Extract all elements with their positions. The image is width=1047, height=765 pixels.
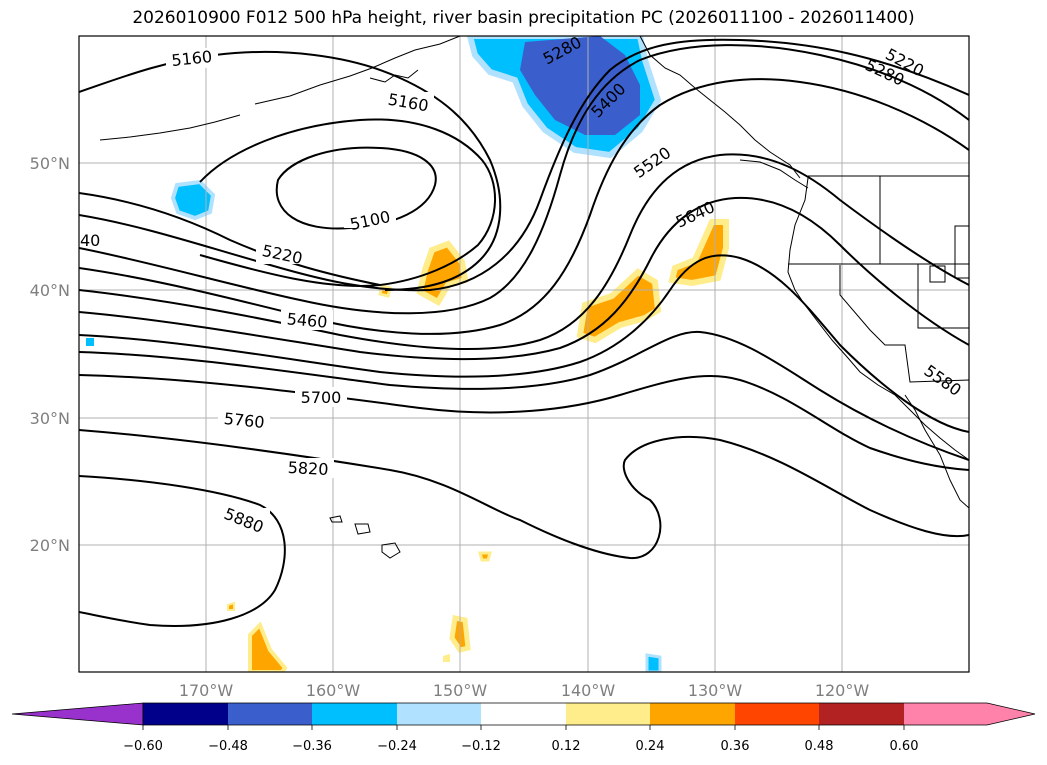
positive-anomaly-5 <box>248 621 288 672</box>
colorbar-bin <box>481 703 566 725</box>
contour-label: 40 <box>80 231 100 250</box>
lon-label: 130°W <box>688 681 743 700</box>
colorbar-tick-label: 0.24 <box>636 739 665 754</box>
negative-anomaly-small-1 <box>170 179 216 221</box>
colorbar-tick-label: 0.36 <box>721 739 750 754</box>
colorbar-bin <box>566 703 650 725</box>
coastlines <box>99 36 969 559</box>
positive-anomaly-4 <box>668 219 729 287</box>
colorbar-bin <box>312 703 397 725</box>
colorbar-tick-label: −0.24 <box>377 739 417 754</box>
positive-anomaly-8 <box>227 601 235 611</box>
colorbar-bin <box>735 703 819 725</box>
lat-label: 50°N <box>30 154 70 173</box>
map-frame <box>78 35 970 673</box>
precip-shading <box>86 36 729 672</box>
negative-anomaly-small-2 <box>86 338 94 346</box>
contour-label: 5700 <box>301 388 342 407</box>
colorbar-high-extend <box>904 703 1035 725</box>
lon-label: 150°W <box>433 681 488 700</box>
contour-label: 5820 <box>287 458 329 479</box>
positive-anomaly-7 <box>478 551 492 562</box>
strong-negative-anomaly <box>520 36 640 135</box>
colorbar-ticks <box>142 725 905 730</box>
lon-axis-labels: 170°W 160°W 150°W 140°W 130°W 120°W <box>179 681 870 700</box>
positive-anomaly-9 <box>443 654 450 662</box>
positive-anomaly-1 <box>416 240 469 307</box>
contour-label: 5160 <box>171 47 213 70</box>
lat-axis-labels: 50°N 40°N 30°N 20°N <box>30 154 70 555</box>
map-panel <box>79 36 969 672</box>
map-title: 2026010900 F012 500 hPa height, river ba… <box>132 8 915 28</box>
colorbar-bin <box>397 703 481 725</box>
lon-label: 120°W <box>815 681 870 700</box>
contour-label: 5760 <box>223 409 265 432</box>
lat-label: 20°N <box>30 536 70 555</box>
colorbar-tick-label: −0.36 <box>292 739 332 754</box>
colorbar-tick-label: −0.48 <box>208 739 248 754</box>
lon-label: 170°W <box>179 681 234 700</box>
colorbar-tick-label: 0.48 <box>805 739 834 754</box>
negative-anomaly-small-3 <box>645 653 662 672</box>
lat-label: 30°N <box>30 409 70 428</box>
gridlines <box>79 36 969 672</box>
lat-label: 40°N <box>30 281 70 300</box>
contour-label: 5460 <box>286 309 328 331</box>
colorbar-tick-label: 0.12 <box>552 739 581 754</box>
colorbar-tick-label: −0.60 <box>123 739 163 754</box>
colorbar-bin <box>650 703 735 725</box>
colorbar-low-extend <box>11 702 144 726</box>
colorbar-bin <box>228 703 312 725</box>
lon-label: 140°W <box>561 681 616 700</box>
colorbar-bin <box>819 703 904 725</box>
colorbar-tick-label: 0.60 <box>890 739 919 754</box>
colorbar-tick-label: −0.12 <box>461 739 501 754</box>
colorbar-bin <box>143 703 228 725</box>
colorbar: −0.60 −0.48 −0.36 −0.24 −0.12 0.12 0.24 … <box>11 702 1036 754</box>
lon-label: 160°W <box>306 681 361 700</box>
